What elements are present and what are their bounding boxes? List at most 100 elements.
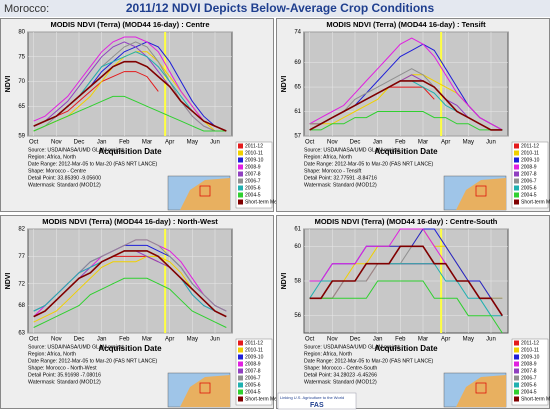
source-note: Region: Africa, North	[28, 351, 76, 357]
legend-label: 2007-8	[245, 368, 261, 374]
legend-swatch	[514, 340, 519, 346]
legend-label: Short-term Mean	[245, 396, 283, 402]
series-line	[33, 277, 227, 328]
legend-swatch	[238, 389, 243, 395]
legend-label: 2010-11	[521, 150, 539, 156]
x-tick-label: Mar	[418, 140, 428, 146]
series-line	[33, 95, 227, 132]
legend-label: 2004-5	[245, 389, 261, 395]
x-tick-label: Oct	[305, 140, 315, 146]
source-note: Shape: Morocco - Tensift	[304, 168, 362, 174]
x-tick-label: Oct	[305, 337, 315, 343]
y-tick-label: 65	[294, 85, 301, 91]
footer-tagline: Linking U.S. Agriculture to the World	[280, 395, 344, 400]
source-note: Shape: Morocco - Centre-South	[304, 365, 377, 371]
source-note: Detail Point: 34.28023 -6.45266	[304, 372, 377, 378]
y-tick-label: 82	[18, 227, 25, 233]
x-tick-label: Jun	[210, 337, 220, 343]
y-tick-label: 68	[18, 303, 25, 309]
legend-swatch	[514, 185, 519, 191]
x-tick-label: Mar	[142, 337, 152, 343]
source-note: Date Range: 2012-Mar-05 to Mar-20 (FAS N…	[304, 358, 434, 364]
legend-swatch	[238, 368, 243, 374]
map-region	[475, 382, 487, 394]
x-tick-label: Mar	[142, 140, 152, 146]
legend-swatch	[238, 164, 243, 170]
y-axis-label: NDVI	[5, 273, 12, 290]
map-region	[199, 382, 211, 394]
chart-title: MODIS NDVI (Terra) (MOD44 16-day) : Nort…	[42, 217, 218, 226]
source-note: Watermask: Standard (MOD12)	[28, 182, 101, 188]
legend-swatch	[514, 164, 519, 170]
legend-label: 2009-10	[245, 354, 264, 360]
plot-area	[27, 228, 233, 334]
source-note: Date Range: 2012-Mar-05 to Mar-20 (FAS N…	[28, 161, 158, 167]
legend-swatch	[238, 143, 243, 149]
title-bar	[0, 0, 550, 17]
x-tick-label: Dec	[74, 140, 85, 146]
x-tick-label: Jan	[373, 337, 383, 343]
legend-swatch	[238, 340, 243, 346]
map-region	[199, 185, 211, 197]
legend-label: 2010-11	[245, 150, 263, 156]
series-line	[309, 111, 503, 131]
x-tick-label: Apr	[441, 337, 450, 343]
source-note: Region: Africa, North	[304, 154, 352, 160]
source-note: Watermask: Standard (MOD12)	[28, 379, 101, 385]
x-tick-label: Dec	[350, 337, 361, 343]
legend-label: 2011-12	[245, 340, 263, 346]
y-tick-label: 58	[294, 279, 301, 285]
legend-swatch	[238, 178, 243, 184]
x-tick-label: Apr	[441, 140, 450, 146]
legend-label: 2007-8	[521, 368, 537, 374]
map-land	[456, 375, 506, 407]
legend-swatch	[514, 354, 519, 360]
legend-swatch	[238, 171, 243, 177]
legend-swatch	[514, 347, 519, 353]
region-label: Morocco:	[4, 3, 49, 15]
legend-swatch	[238, 157, 243, 163]
footer-logo	[277, 392, 357, 410]
x-axis-label: Acquisition Date	[374, 344, 438, 353]
legend-label: Short-term Mean	[245, 199, 283, 205]
source-note: Detail Point: 33.85390 -9.05600	[28, 175, 101, 181]
legend-swatch	[238, 396, 243, 402]
map-land	[180, 375, 230, 407]
legend-swatch	[238, 382, 243, 388]
legend-label: 2011-12	[521, 143, 539, 149]
source-note: Region: Africa, North	[28, 154, 76, 160]
series-line	[309, 280, 503, 334]
chart-title: MODIS NDVI (Terra) (MOD44 16-day) : Cent…	[315, 217, 498, 226]
legend-label: 2006-7	[245, 375, 261, 381]
x-tick-label: Feb	[119, 337, 130, 343]
legend-swatch	[514, 382, 519, 388]
legend-label: 2010-11	[521, 347, 539, 353]
x-tick-label: Oct	[29, 140, 39, 146]
legend-label: 2005-6	[521, 382, 537, 388]
legend-label: 2004-5	[245, 192, 261, 198]
x-tick-label: Jun	[210, 140, 220, 146]
y-axis-label: NDVI	[281, 273, 288, 290]
x-tick-label: Jan	[373, 140, 383, 146]
legend-label: 2005-6	[521, 185, 537, 191]
source-note: Date Range: 2012-Mar-05 to Mar-20 (FAS N…	[28, 358, 158, 364]
legend-swatch	[514, 157, 519, 163]
legend-label: 2008-9	[521, 164, 537, 170]
x-tick-label: Jun	[486, 337, 496, 343]
source-note: Date Range: 2012-Mar-05 to Mar-20 (FAS N…	[304, 161, 434, 167]
plot-area	[303, 31, 509, 137]
legend-label: Short-term Mean	[521, 396, 550, 402]
y-tick-label: 63	[18, 331, 25, 337]
footer-logo-text: FAS	[310, 402, 324, 409]
x-axis-label: Acquisition Date	[98, 344, 162, 353]
series-line	[309, 245, 503, 317]
source-note: Watermask: Standard (MOD12)	[304, 379, 377, 385]
legend-swatch	[238, 347, 243, 353]
legend-label: 2006-7	[521, 375, 537, 381]
x-tick-label: May	[463, 337, 474, 343]
legend-label: 2010-11	[245, 347, 263, 353]
y-tick-label: 56	[294, 313, 301, 319]
legend-label: 2008-9	[245, 361, 261, 367]
legend-label: 2011-12	[521, 340, 539, 346]
